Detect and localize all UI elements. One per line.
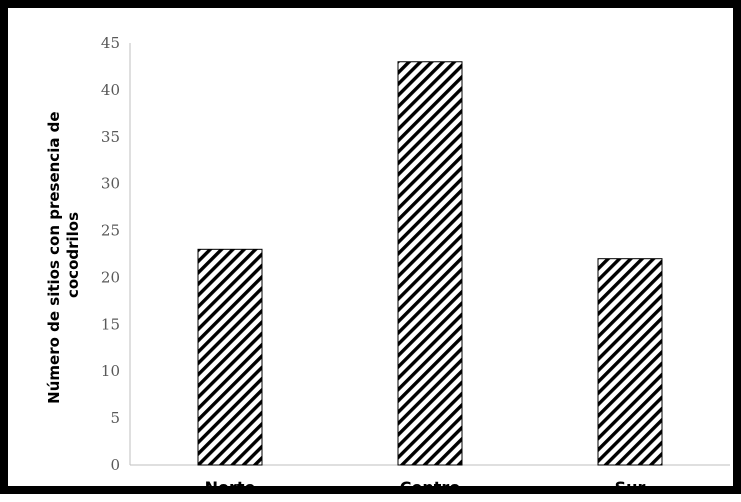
y-tick-label: 10 [101, 362, 120, 380]
y-tick-label: 0 [110, 456, 120, 474]
y-tick-label: 25 [101, 222, 120, 240]
bar-centro [397, 61, 463, 466]
bar-norte [197, 248, 263, 466]
bar-chart: 0 5 10 15 20 25 30 35 40 45 Norte Centro Sur Número… [45, 34, 730, 497]
y-axis-label: Número de sitios con presencia de cocodr… [45, 106, 82, 404]
y-tick-label: 5 [110, 409, 120, 427]
y-tick-label: 40 [101, 81, 120, 99]
y-axis-label-line-1: Número de sitios con presencia de [45, 111, 63, 403]
y-tick-label: 30 [101, 175, 120, 193]
y-tick-label: 35 [101, 128, 120, 146]
x-category-label: Norte [205, 478, 256, 497]
y-axis-label-line-2: cocodrilos [64, 212, 82, 298]
y-tick-label: 45 [101, 34, 120, 52]
y-tick-label: 15 [101, 315, 120, 333]
bar-sur [597, 258, 663, 466]
x-category-label: Sur [615, 478, 646, 497]
y-tick-label: 20 [101, 268, 120, 286]
x-category-label: Centro [400, 478, 461, 497]
